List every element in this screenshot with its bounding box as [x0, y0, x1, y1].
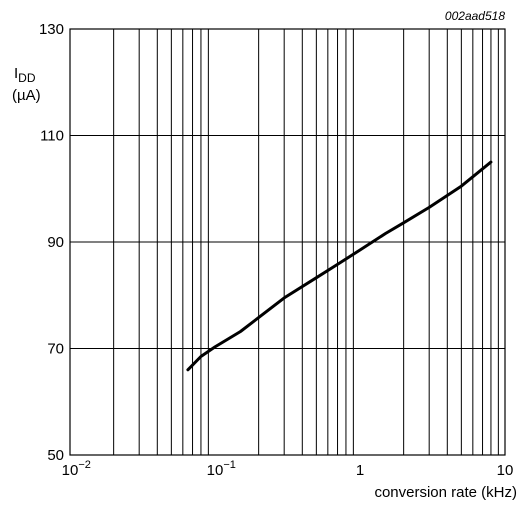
- y-tick-label: 70: [47, 341, 64, 358]
- y-tick-label: 90: [47, 234, 64, 251]
- y-tick-label: 110: [40, 128, 64, 145]
- x-tick-label: 1: [356, 462, 364, 479]
- y-axis-subscript: DD: [18, 71, 36, 85]
- x-tick-labels: 10−2 10−1 1 10: [62, 459, 514, 479]
- figure-code: 002aad518: [445, 9, 505, 23]
- y-axis-unit: (µA): [12, 87, 41, 104]
- x-axis-label: conversion rate (kHz): [374, 484, 517, 501]
- idd-vs-conversion-rate-line: [188, 162, 491, 370]
- grid-lines: [70, 29, 505, 455]
- x-tick-label: 10−1: [207, 459, 236, 479]
- y-tick-label: 130: [39, 21, 64, 38]
- x-tick-label: 10−2: [62, 459, 91, 479]
- y-axis-label-symbol: IDD: [14, 65, 36, 85]
- x-tick-label: 10: [497, 462, 514, 479]
